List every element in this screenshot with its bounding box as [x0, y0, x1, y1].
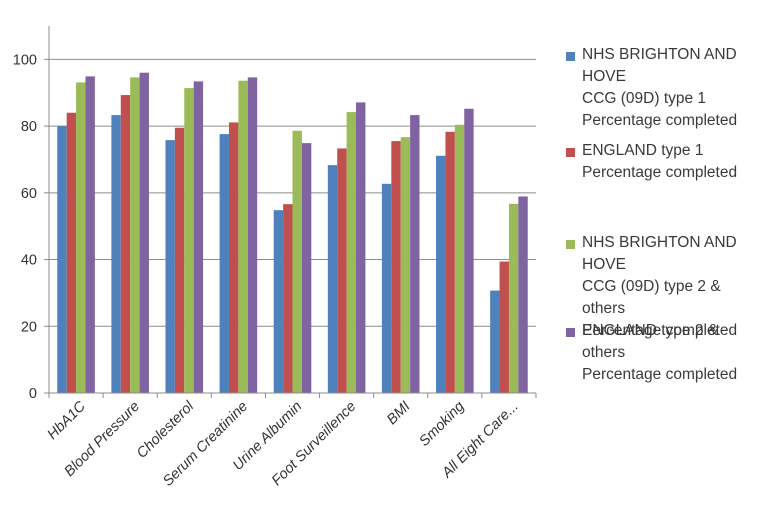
y-tick-label: 100 — [13, 52, 37, 68]
legend-swatch — [566, 52, 575, 61]
bar — [247, 77, 258, 393]
bar — [292, 130, 302, 393]
bar — [85, 76, 95, 393]
bar — [518, 196, 528, 393]
bar — [445, 131, 455, 393]
legend-label-line: Percentage completed — [582, 112, 738, 129]
y-tick-label: 40 — [21, 253, 37, 269]
y-tick-label: 0 — [29, 386, 37, 402]
bar — [130, 77, 140, 393]
bar — [499, 261, 509, 393]
bar — [381, 183, 392, 393]
legend-swatch — [566, 148, 575, 157]
y-tick-label: 20 — [21, 319, 37, 335]
bar — [76, 82, 86, 393]
legend-swatch — [566, 240, 575, 249]
bar — [184, 88, 194, 393]
x-tick-label: Smoking — [416, 399, 467, 450]
bar — [464, 108, 474, 393]
legend-label-line: NHS BRIGHTON AND HOVE — [582, 46, 737, 85]
bar — [391, 141, 401, 393]
bar — [454, 124, 465, 394]
bar — [337, 148, 347, 393]
legend-label-line: Percentage completed — [582, 322, 738, 339]
bar — [120, 95, 131, 393]
bar — [508, 203, 519, 393]
bars — [57, 72, 528, 394]
bar — [66, 112, 77, 393]
legend-label-line: NHS BRIGHTON AND HOVE — [582, 234, 737, 273]
bar — [436, 155, 446, 393]
bar — [356, 102, 366, 394]
bar — [301, 143, 312, 393]
bar — [273, 210, 284, 393]
legend-label-line: ENGLAND type 1 — [582, 142, 704, 159]
x-tick-label: HbA1C — [45, 398, 90, 443]
legend-label-line: Percentage completed — [582, 164, 738, 181]
bar — [57, 126, 67, 393]
legend-swatch — [566, 328, 575, 337]
bar — [327, 165, 338, 393]
legend-label-line: Percentage completed — [582, 366, 738, 383]
bar — [238, 80, 248, 393]
legend-label-line: CCG (09D) type 1 — [582, 90, 707, 107]
bar — [400, 137, 411, 393]
x-tick-label: BMI — [384, 399, 414, 429]
y-tick-label: 80 — [21, 119, 37, 135]
bar — [490, 290, 500, 393]
bar — [139, 72, 149, 393]
bar — [193, 81, 204, 393]
y-axis: 0 20 40 60 80 100 — [13, 26, 50, 402]
bar — [165, 140, 175, 393]
legend-label-line: CCG (09D) type 2 & others — [582, 278, 721, 317]
bar — [346, 112, 357, 393]
legend-label-line: ENGLAND type 2 & others — [582, 322, 719, 361]
bar — [283, 204, 293, 393]
bar — [410, 115, 420, 394]
bar — [228, 122, 239, 394]
bar — [111, 115, 121, 394]
y-tick-label: 60 — [21, 186, 37, 202]
bar — [219, 134, 229, 393]
bar — [174, 127, 185, 393]
